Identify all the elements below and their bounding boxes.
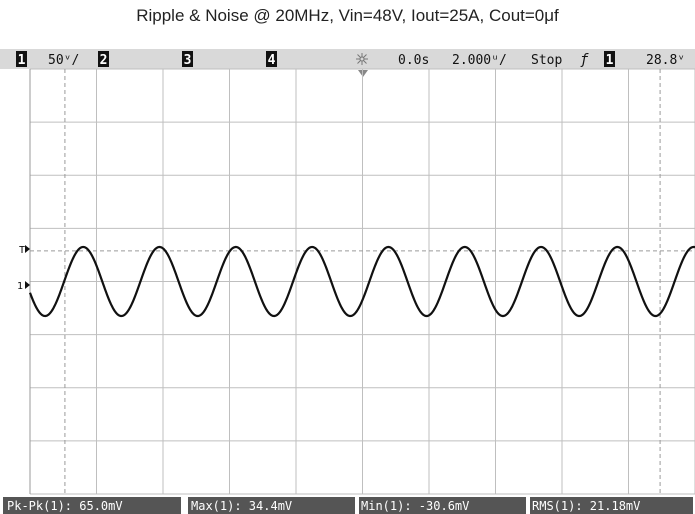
measurement-3-box[interactable] [359,497,526,514]
timebase-readout: 2.000ᵘ/ [452,53,507,68]
acquisition-icon [356,53,368,65]
ch3-badge[interactable] [182,51,193,67]
delay-readout: 0.0s [398,53,429,68]
measurement-pk-pk: Pk-Pk(1): 65.0mV [7,499,123,513]
ch1-number: 1 [18,53,26,68]
status-bar [0,49,695,69]
measurement-max: Max(1): 34.4mV [191,499,292,513]
ch4-number: 4 [268,53,276,68]
measurement-min: Min(1): -30.6mV [361,499,469,513]
trigger-slope-icon: ƒ [580,52,589,68]
run-state: Stop [531,53,562,68]
ch1-badge[interactable] [16,51,27,67]
ch1-ground-arrow-icon [25,281,30,289]
ch1-scale: 50ᵛ/ [48,53,79,68]
measurement-2-box[interactable] [188,497,355,514]
ch1-ground-marker-label: 1 [17,281,23,292]
measurement-1-box[interactable] [3,497,181,514]
chart-title: Ripple & Noise @ 20MHz, Vin=48V, Iout=25… [136,6,559,25]
ch1-ground-marker: 1 [17,281,30,292]
ch4-badge[interactable] [266,51,277,67]
trigger-channel-badge [604,51,615,67]
trigger-level-marker-label: T [19,245,25,256]
measurement-rms: RMS(1): 21.18mV [532,499,640,513]
ch2-badge[interactable] [98,51,109,67]
ch1-trace [28,245,695,318]
graticule [29,68,695,495]
trigger-channel-number: 1 [606,53,614,68]
trigger-level-readout: 28.8ᵛ [646,53,685,68]
trigger-level-arrow-icon [25,245,30,253]
ch2-number: 2 [100,53,108,68]
measurement-bar: Pk-Pk(1): 65.0mV Max(1): 34.4mV Min(1): … [3,497,693,514]
measurement-4-box[interactable] [530,497,693,514]
ch3-number: 3 [184,53,192,68]
trigger-level-marker: T [19,245,30,256]
